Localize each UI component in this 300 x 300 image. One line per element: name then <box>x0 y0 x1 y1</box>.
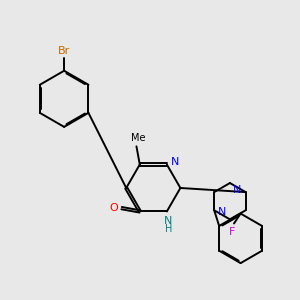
Text: F: F <box>229 227 236 237</box>
Text: N: N <box>233 185 242 196</box>
Text: N: N <box>218 207 226 217</box>
Text: O: O <box>110 203 118 213</box>
Text: Me: Me <box>131 133 146 143</box>
Text: N: N <box>171 157 179 167</box>
Text: H: H <box>165 224 172 234</box>
Text: N: N <box>164 216 173 226</box>
Text: Br: Br <box>58 46 70 56</box>
